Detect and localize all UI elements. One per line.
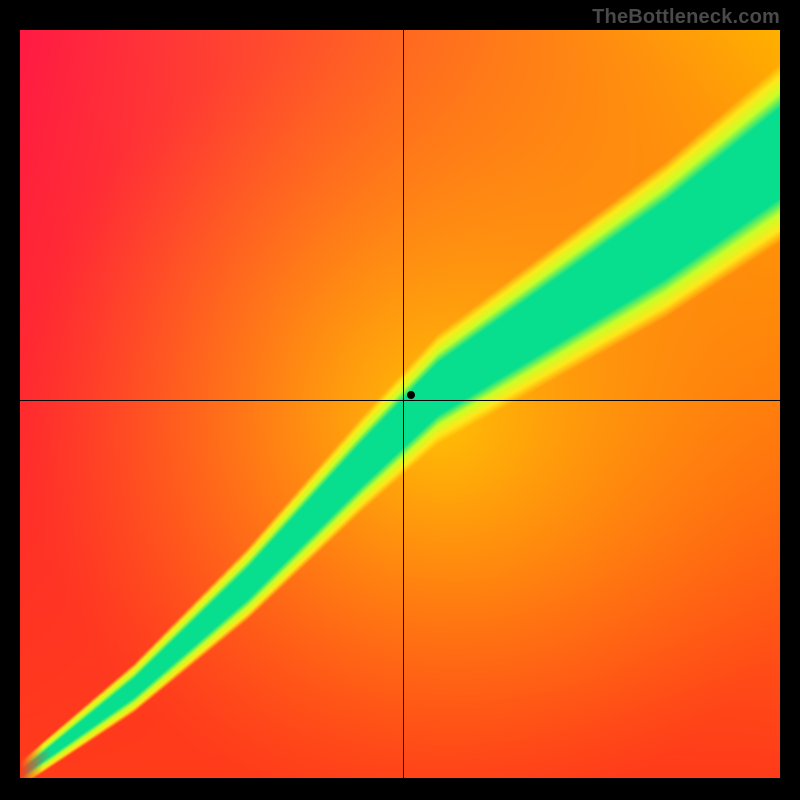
crosshair-marker xyxy=(407,391,415,399)
chart-container: TheBottleneck.com xyxy=(0,0,800,800)
crosshair-horizontal xyxy=(20,400,780,401)
crosshair-vertical xyxy=(403,30,404,778)
watermark-text: TheBottleneck.com xyxy=(592,6,780,29)
heatmap-canvas xyxy=(20,30,780,778)
plot-area xyxy=(20,30,780,778)
